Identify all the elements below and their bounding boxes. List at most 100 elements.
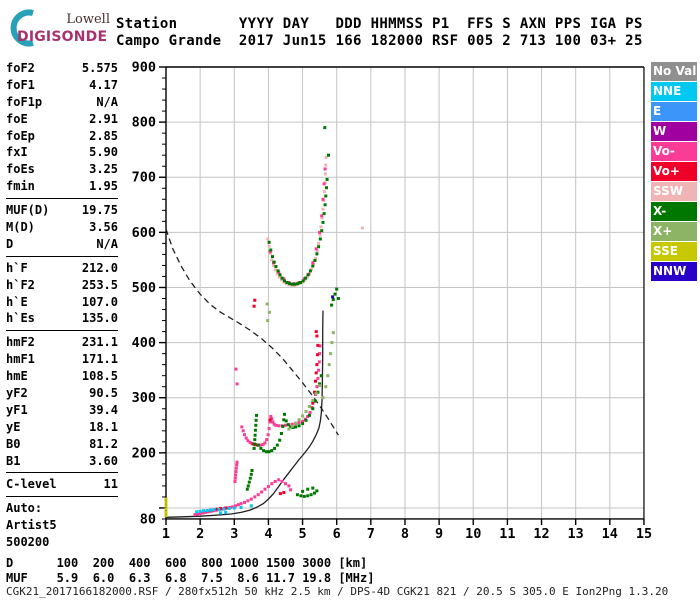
param-label: h`F [6,260,28,275]
parameter-panel: foF2 5.575 foF1 4.17 foF1p N/A foE 2.91 foEp 2.85… [6,60,118,551]
param-value: 3.25 [89,162,118,177]
param-value: 19.75 [81,203,118,218]
param-row-hes: h`Es 135.0 [6,310,118,327]
param-label: C-level [6,477,57,492]
muf-row: MUF 5.9 6.0 6.3 6.8 7.5 8.6 11.7 19.8 [M… [6,570,375,585]
param-row-foe: foE 2.91 [6,111,118,128]
legend-item-vo+: Vo+ [651,162,697,181]
param-value: 3.60 [89,453,118,468]
profile-dashed [165,228,339,436]
legend-item-x+: X+ [651,222,697,241]
separator [6,198,118,200]
footer-info: CGK21_2017166182000.RSF / 280fx512h 50 k… [6,585,669,598]
svg-text:15: 15 [636,526,652,542]
svg-text:500: 500 [132,280,156,296]
auto-line-1: Artist5 [6,518,57,533]
nnw-dot [331,295,335,299]
svg-text:13: 13 [568,526,584,542]
param-value: 107.0 [81,294,118,309]
param-value: N/A [96,94,118,109]
separator [6,330,118,332]
spread-f-green [267,126,340,307]
param-value: 231.1 [81,335,118,350]
svg-text:200: 200 [132,445,156,461]
svg-text:5: 5 [298,526,306,542]
param-row-b1: B1 3.60 [6,453,118,470]
param-label: foEs [6,162,35,177]
param-row-ye: yE 18.1 [6,419,118,436]
param-row-md: M(D) 3.56 [6,219,118,236]
svg-text:14: 14 [602,526,618,542]
param-row-hmf2: hmF2 231.1 [6,334,118,351]
param-label: D [6,236,14,251]
param-value: 81.2 [89,436,118,451]
param-row-fof1: foF1 4.17 [6,77,118,94]
svg-text:600: 600 [132,225,156,241]
separator [6,472,118,474]
param-label: foF1p [6,94,43,109]
param-label: fxI [6,145,28,160]
svg-text:300: 300 [132,390,156,406]
header-line2: Campo Grande 2017 Jun15 166 182000 RSF 0… [116,33,643,49]
spread-f-ssw [266,155,364,287]
legend-item-e: E [651,102,697,121]
auto-line-0: Auto: [6,501,43,516]
param-label: B1 [6,453,21,468]
param-label: h`E [6,294,28,309]
logo-text-lowell: Lowell [66,12,110,27]
param-label: h`F2 [6,277,35,292]
param-label: fmin [6,179,35,194]
svg-text:10: 10 [465,526,481,542]
svg-text:700: 700 [132,170,156,186]
param-label: yF2 [6,386,28,401]
param-value: 5.90 [89,145,118,160]
param-row-fmin: fmin 1.95 [6,178,118,195]
param-row-yf2: yF2 90.5 [6,385,118,402]
param-row-foes: foEs 3.25 [6,161,118,178]
param-value: 11 [103,477,118,492]
svg-text:11: 11 [499,526,515,542]
legend-item-vo-: Vo- [651,142,697,161]
ionogram-chart: 900 800 700 600 500 400 300 200 80 1 2 3 4 5 6 7 8 9 10 11 1… [130,55,655,551]
param-row-hf: h`F 212.0 [6,260,118,277]
param-label: B0 [6,436,21,451]
param-value: 4.17 [89,77,118,92]
separator [6,255,118,257]
legend-item-noval: No Val [651,62,697,81]
param-label: hmE [6,369,28,384]
param-label: hmF1 [6,352,35,367]
es-x-cluster [245,469,319,498]
param-label: foEp [6,128,35,143]
svg-text:7: 7 [367,526,375,542]
param-value: 253.5 [81,277,118,292]
param-value: 2.85 [89,128,118,143]
param-value: 2.91 [89,111,118,126]
legend-item-x-: X- [651,202,697,221]
logo-text-digisonde: DIGISONDE [17,29,108,45]
param-row-yf1: yF1 39.4 [6,402,118,419]
svg-text:3: 3 [230,526,238,542]
param-row-he: h`E 107.0 [6,294,118,311]
svg-text:8: 8 [401,526,409,542]
param-row-fxi: fxI 5.90 [6,144,118,161]
param-row-fof1p: foF1p N/A [6,94,118,111]
echo-legend: No Val NNE E W Vo- Vo+ SSW X- X+ SSE NNW [651,62,697,282]
param-label: hmF2 [6,335,35,350]
header-line1: Station YYYY DAY DDD HHMMSS P1 FFS S AXN… [116,16,643,32]
param-label: yE [6,419,21,434]
param-label: foE [6,111,28,126]
profile-line [165,310,324,518]
lowell-digisonde-logo: Lowell DIGISONDE [6,6,114,50]
param-label: MUF(D) [6,203,50,218]
svg-text:1: 1 [162,526,170,542]
param-value: 90.5 [89,386,118,401]
param-value: 1.95 [89,179,118,194]
logo-arc-icon [10,9,34,47]
legend-item-w: W [651,122,697,141]
svg-text:9: 9 [435,526,443,542]
svg-text:80: 80 [140,511,156,527]
param-value: 18.1 [89,419,118,434]
param-row-clevel: C-level 11 [6,476,118,493]
legend-item-nne: NNE [651,82,697,101]
